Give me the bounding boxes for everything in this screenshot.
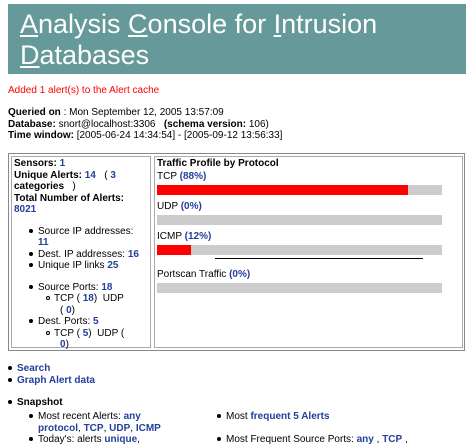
unique-alerts-link[interactable]: 14 [85,170,96,181]
alert-stats-panel: Sensors: 1 Unique Alerts: 14 ( 3 categor… [11,156,151,348]
freq-src-tcp-link[interactable]: TCP [382,434,402,445]
dest-ports-link[interactable]: 5 [93,316,99,327]
recent-any-link[interactable]: any [124,411,141,422]
circle-bullet-icon [46,296,50,300]
source-ip-link[interactable]: 11 [38,237,49,248]
summary-table: Sensors: 1 Unique Alerts: 14 ( 3 categor… [8,153,465,351]
freq-src-any-link[interactable]: any [357,434,374,445]
bullet-icon [8,366,12,370]
sensors-link[interactable]: 1 [60,158,66,169]
traffic-profile-heading: Traffic Profile by Protocol [157,158,460,169]
recent-tcp-link[interactable]: TCP [84,423,104,434]
ip-stats-list: Source IP addresses: 11 Dest. IP address… [14,226,148,272]
recent-protocol-link[interactable]: protocol [38,423,78,434]
categories-count-link[interactable]: 3 [110,170,116,181]
source-tcp-link[interactable]: 18 [83,293,94,304]
ip-links-link[interactable]: 25 [107,260,118,271]
port-stats-list: Source Ports: 18 TCP ( 18) UDP ( 0) Dest… [14,282,148,351]
icmp-traffic-link[interactable]: (12%) [185,231,212,242]
udp-traffic-bar [157,215,442,225]
recent-icmp-link[interactable]: ICMP [136,423,161,434]
bullet-icon [29,229,33,233]
bullet-icon [29,319,33,323]
portscan-traffic-bar [157,283,442,293]
bullet-icon [217,414,221,418]
dest-ip-link[interactable]: 16 [128,249,139,260]
bullet-icon [8,400,12,404]
tcp-traffic-bar [157,185,442,195]
source-ports-link[interactable]: 18 [101,282,112,293]
source-udp-link[interactable]: 0 [66,305,72,316]
udp-traffic-link[interactable]: (0%) [181,201,202,212]
bullet-icon [8,378,12,382]
query-metadata: Queried on : Mon September 12, 2005 13:5… [8,107,282,142]
bullet-icon [29,285,33,289]
bullet-icon [29,414,33,418]
traffic-profile-panel: Traffic Profile by Protocol TCP (88%) UD… [154,156,463,348]
search-link[interactable]: Search [17,363,50,374]
bullet-icon [29,263,33,267]
graph-alert-data-link[interactable]: Graph Alert data [17,375,95,386]
bullet-icon [29,437,33,441]
tcp-traffic-link[interactable]: (88%) [180,171,207,182]
icmp-traffic-fill [157,245,191,255]
recent-udp-link[interactable]: UDP [109,423,130,434]
bullet-icon [29,252,33,256]
action-links: Search Graph Alert data [8,363,95,387]
total-alerts-link[interactable]: 8021 [14,204,36,215]
tcp-traffic-fill [157,185,408,195]
portscan-traffic-link[interactable]: (0%) [229,269,250,280]
divider-line [215,258,423,259]
dest-tcp-link[interactable]: 5 [83,328,89,339]
snapshot-section: Snapshot Most recent Alerts: any protoco… [8,397,63,445]
icmp-traffic-bar [157,245,442,255]
frequent-alerts-link[interactable]: frequent 5 Alerts [250,411,329,422]
alert-cache-message: Added 1 alert(s) to the Alert cache [8,85,159,96]
page-title: Analysis Console for Intrusion Databases [8,4,466,74]
bullet-icon [217,437,221,441]
circle-bullet-icon [46,331,50,335]
dest-udp-link[interactable]: 0 [60,339,66,350]
today-unique-link[interactable]: unique [104,434,137,445]
